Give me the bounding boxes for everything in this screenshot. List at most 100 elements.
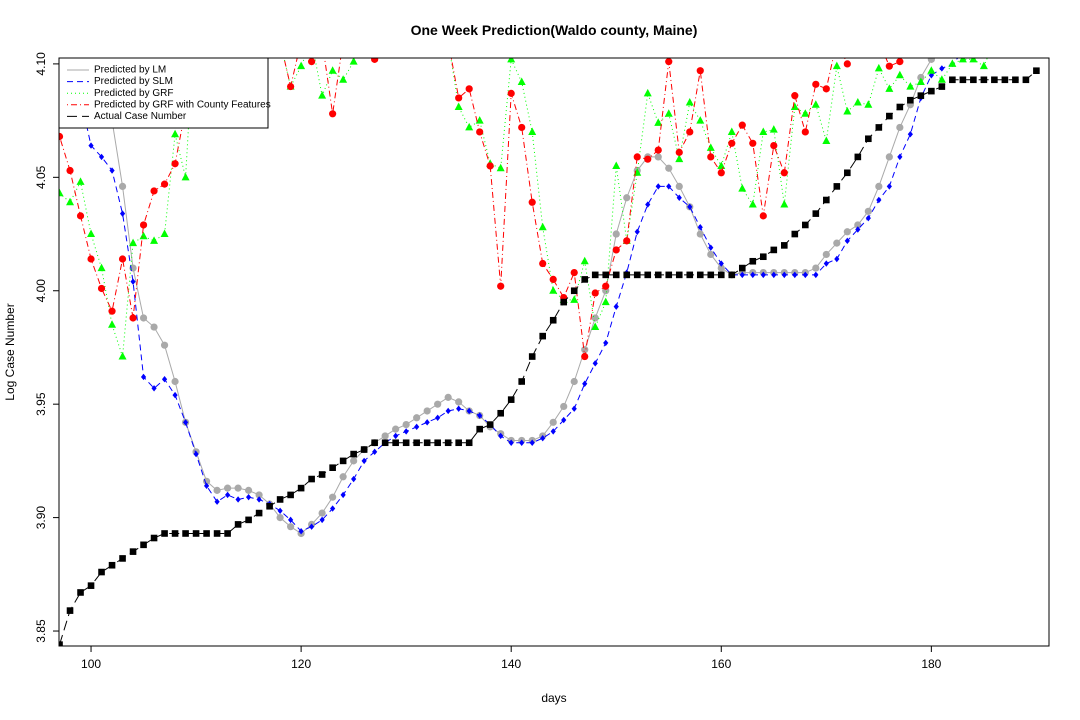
data-point — [718, 260, 724, 267]
data-point — [414, 423, 420, 431]
data-point — [76, 212, 85, 220]
legend-label: Predicted by GRF with County Features — [94, 99, 271, 110]
data-point — [1001, 76, 1009, 84]
x-tick-label: 100 — [81, 657, 101, 671]
data-point — [874, 63, 883, 72]
data-point — [444, 393, 452, 401]
data-point — [697, 224, 703, 231]
data-point — [150, 534, 158, 542]
data-point — [864, 207, 872, 215]
data-point — [654, 153, 662, 161]
x-axis-label: days — [541, 691, 566, 705]
data-point — [759, 212, 767, 220]
data-point — [759, 127, 768, 135]
data-point — [519, 439, 525, 446]
data-point — [854, 221, 862, 229]
data-point — [844, 237, 850, 245]
data-point — [802, 271, 808, 279]
data-point — [181, 172, 190, 181]
data-point — [549, 316, 557, 324]
data-point — [118, 182, 127, 190]
data-point — [213, 486, 221, 494]
data-point — [991, 76, 998, 84]
data-point — [781, 271, 787, 279]
data-point — [549, 286, 558, 294]
data-point — [623, 237, 631, 245]
data-point — [213, 530, 221, 537]
data-point — [812, 264, 820, 272]
data-point — [444, 439, 452, 447]
data-point — [445, 407, 451, 415]
data-point — [864, 100, 873, 108]
data-point — [633, 271, 641, 279]
data-point — [939, 65, 945, 72]
data-point — [738, 264, 746, 272]
data-point — [435, 414, 441, 421]
data-point — [118, 255, 127, 263]
data-point — [780, 169, 788, 177]
data-point — [402, 420, 410, 429]
data-point — [256, 496, 262, 503]
data-point — [612, 271, 620, 279]
data-point — [59, 641, 63, 646]
data-point — [234, 484, 242, 492]
data-point — [560, 298, 568, 306]
data-point — [287, 491, 294, 499]
data-point — [728, 139, 736, 147]
data-point — [455, 398, 463, 406]
data-point — [255, 509, 263, 517]
data-point — [277, 507, 283, 514]
data-point — [865, 214, 871, 222]
data-point — [686, 128, 694, 136]
data-point — [812, 80, 820, 88]
data-point — [769, 125, 778, 133]
data-point — [570, 377, 578, 386]
plot-area — [59, 58, 1040, 646]
data-point — [1033, 67, 1040, 75]
data-point — [287, 82, 295, 91]
data-point — [87, 229, 96, 238]
x-tick-label: 180 — [921, 657, 941, 671]
data-point — [897, 153, 903, 161]
data-point — [518, 123, 526, 132]
y-tick-label: 3.95 — [34, 392, 48, 416]
data-point — [1012, 76, 1019, 84]
data-point — [528, 353, 536, 360]
data-point — [298, 528, 304, 535]
data-point — [843, 228, 851, 236]
data-point — [885, 84, 894, 92]
data-point — [171, 377, 179, 386]
data-point — [139, 231, 148, 240]
data-point — [612, 161, 621, 169]
data-point — [561, 416, 567, 424]
data-point — [706, 143, 715, 151]
data-point — [139, 314, 148, 322]
data-point — [402, 439, 410, 447]
plot-frame — [58, 57, 1050, 647]
data-point — [98, 153, 105, 161]
data-point — [938, 83, 946, 90]
data-point — [129, 548, 137, 555]
data-point — [182, 530, 189, 537]
data-point — [392, 425, 400, 433]
data-point — [970, 76, 977, 84]
data-point — [738, 121, 746, 129]
data-point — [853, 97, 862, 106]
data-point — [601, 297, 610, 306]
data-point — [603, 339, 609, 347]
data-point — [792, 271, 798, 279]
data-point — [97, 284, 106, 293]
data-point — [486, 421, 494, 428]
data-point — [844, 169, 851, 177]
data-point — [140, 541, 147, 549]
data-point — [570, 295, 579, 303]
data-point — [906, 82, 915, 90]
data-point — [328, 66, 337, 74]
data-point — [171, 129, 180, 138]
data-point — [886, 112, 893, 120]
data-point — [822, 85, 830, 93]
data-point — [676, 194, 682, 201]
data-point — [150, 323, 158, 331]
data-point — [665, 58, 673, 66]
data-point — [612, 230, 620, 238]
